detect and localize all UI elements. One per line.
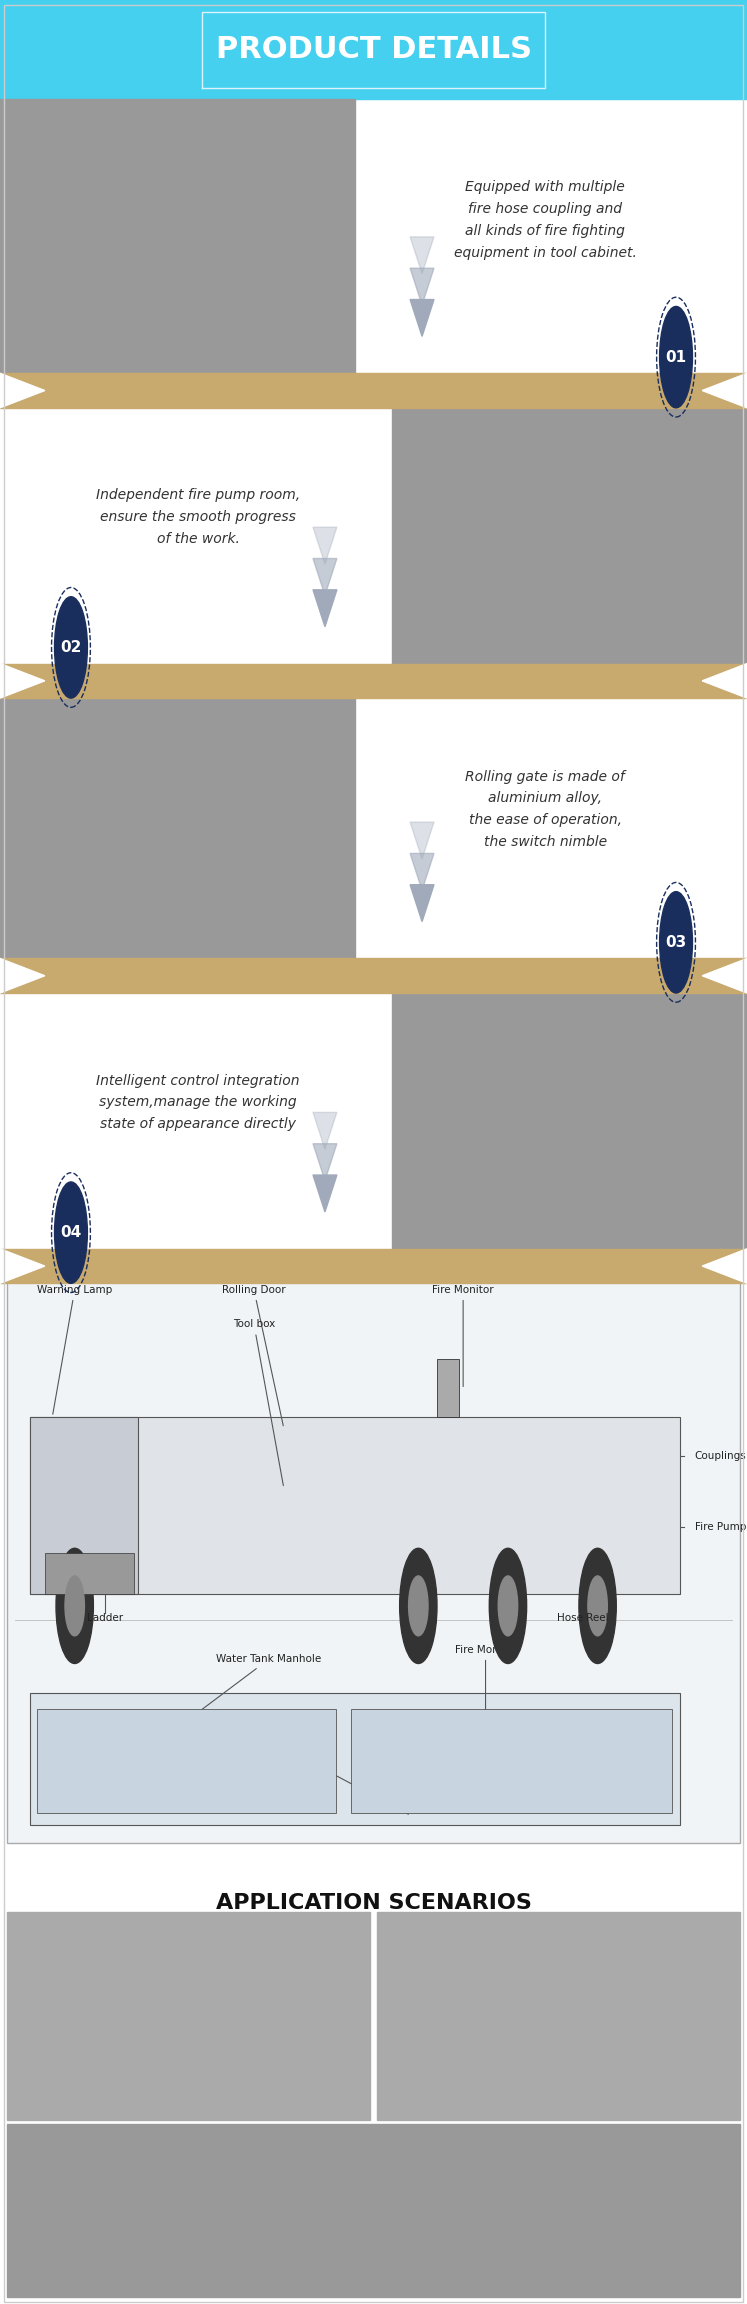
- Polygon shape: [410, 852, 434, 889]
- Text: Intelligent control integration
system,manage the working
state of appearance di: Intelligent control integration system,m…: [96, 1074, 300, 1131]
- Circle shape: [56, 1548, 93, 1663]
- Text: APPLICATION SCENARIOS: APPLICATION SCENARIOS: [216, 1894, 531, 1912]
- Polygon shape: [313, 590, 337, 627]
- Polygon shape: [313, 528, 337, 564]
- Text: Fire Pump: Fire Pump: [695, 1523, 746, 1532]
- Bar: [37, 1710, 336, 1813]
- Text: 01: 01: [666, 350, 686, 364]
- Circle shape: [489, 1548, 527, 1663]
- Polygon shape: [410, 885, 434, 922]
- Text: Independent fire pump room,
ensure the smooth progress
of the work.: Independent fire pump room, ensure the s…: [96, 488, 300, 546]
- Polygon shape: [313, 1143, 337, 1180]
- Bar: [0, 373, 747, 408]
- Polygon shape: [702, 373, 747, 408]
- Text: Ladder: Ladder: [87, 1613, 123, 1622]
- Text: Rolling gate is made of
aluminium alloy,
the ease of operation,
the switch nimbl: Rolling gate is made of aluminium alloy,…: [465, 770, 625, 848]
- Bar: [0, 664, 747, 698]
- Bar: [0, 1249, 747, 1283]
- Polygon shape: [313, 558, 337, 594]
- Text: Equipped with multiple
fire hose coupling and
all kinds of fire fighting
equipme: Equipped with multiple fire hose couplin…: [454, 180, 636, 260]
- Bar: [45, 1553, 134, 1594]
- Circle shape: [660, 306, 692, 408]
- Circle shape: [65, 1576, 84, 1636]
- Bar: [377, 1912, 740, 2120]
- Bar: [0, 958, 747, 993]
- Polygon shape: [0, 1249, 45, 1283]
- Polygon shape: [410, 237, 434, 274]
- Bar: [7, 1912, 370, 2120]
- Polygon shape: [0, 373, 45, 408]
- Circle shape: [55, 597, 87, 698]
- Text: Fire Monitor: Fire Monitor: [433, 1286, 494, 1387]
- Text: Foam Tank Manhole: Foam Tank Manhole: [217, 1735, 409, 1813]
- Polygon shape: [410, 823, 434, 859]
- Text: Couplings: Couplings: [695, 1452, 746, 1461]
- Bar: [0, 0, 747, 99]
- Circle shape: [498, 1576, 518, 1636]
- Polygon shape: [410, 267, 434, 304]
- Text: 04: 04: [61, 1226, 81, 1240]
- Circle shape: [400, 1548, 437, 1663]
- Polygon shape: [410, 300, 434, 336]
- Polygon shape: [313, 1175, 337, 1212]
- Bar: [30, 1417, 138, 1594]
- Bar: [437, 1359, 459, 1417]
- Text: Water Tank Manhole: Water Tank Manhole: [189, 1654, 321, 1719]
- Bar: [7, 1272, 740, 1843]
- Text: Hose Reel: Hose Reel: [557, 1613, 609, 1622]
- Bar: [351, 1710, 672, 1813]
- Text: Warning Lamp: Warning Lamp: [37, 1286, 112, 1415]
- Circle shape: [55, 1182, 87, 1283]
- Bar: [30, 1693, 680, 1825]
- Polygon shape: [313, 1113, 337, 1150]
- Circle shape: [579, 1548, 616, 1663]
- Polygon shape: [0, 664, 45, 698]
- Bar: [7, 2124, 740, 2297]
- Polygon shape: [0, 958, 45, 993]
- Bar: [30, 1417, 680, 1594]
- Bar: [392, 401, 747, 677]
- Text: Fire Monitor: Fire Monitor: [455, 1645, 516, 1719]
- Bar: [0, 691, 355, 972]
- Text: PRODUCT DETAILS: PRODUCT DETAILS: [215, 35, 532, 65]
- Polygon shape: [702, 664, 747, 698]
- Bar: [392, 986, 747, 1263]
- Circle shape: [409, 1576, 428, 1636]
- Polygon shape: [702, 958, 747, 993]
- Bar: [0, 99, 355, 387]
- Text: Tool box: Tool box: [233, 1320, 283, 1486]
- Text: 02: 02: [61, 641, 81, 654]
- Text: Rolling Door: Rolling Door: [222, 1286, 286, 1426]
- Circle shape: [588, 1576, 607, 1636]
- Text: 03: 03: [666, 935, 686, 949]
- Polygon shape: [702, 1249, 747, 1283]
- Circle shape: [660, 892, 692, 993]
